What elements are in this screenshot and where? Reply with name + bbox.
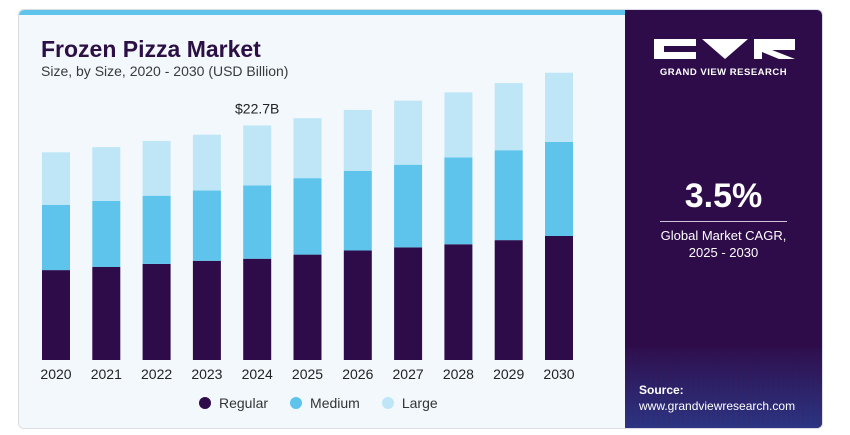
x-tick-label: 2028 [443,366,474,382]
bar-large-2030 [545,72,573,142]
legend-label-regular: Regular [219,395,269,411]
bar-large-2025 [293,118,322,179]
x-tick-label: 2020 [40,366,71,382]
legend-item-large: Large [381,395,438,411]
cagr-value: 3.5% [684,177,763,215]
bar-medium-2022 [142,195,171,264]
source-band [625,348,822,428]
legend-label-medium: Medium [310,395,360,411]
infographic-card: Frozen Pizza Market Size, by Size, 2020 … [18,9,823,429]
bar-large-2026 [343,109,372,171]
x-tick-label: 2024 [242,366,273,382]
cagr-label: Global Market CAGR, 2025 - 2030 [660,228,787,260]
bar-regular-2023 [192,260,221,360]
bar-regular-2025 [293,254,322,360]
x-tick-label: 2023 [191,366,222,382]
bar-large-2021 [92,147,121,201]
sidebar-panel: GRAND VIEW RESEARCH 3.5% Global Market C… [625,10,822,428]
legend-swatch-medium [290,397,303,409]
x-tick-label: 2026 [342,366,373,382]
legend-swatch-regular [199,397,211,409]
source-title: Source: [639,383,684,397]
bar-medium-2028 [444,157,473,245]
bar-large-2023 [192,134,221,191]
legend-item-medium: Medium [290,395,360,411]
bar-large-2028 [444,92,473,158]
bar-large-2020 [42,152,70,205]
bar-regular-2029 [494,240,523,360]
x-tick-label: 2025 [292,366,323,382]
bar-medium-2023 [192,190,221,261]
legend-label-large: Large [401,395,438,411]
bar-large-2024 [243,125,272,186]
bar-regular-2020 [42,270,70,360]
bar-regular-2021 [92,267,121,360]
legend-swatch-large [381,397,394,409]
bar-large-2029 [494,83,523,151]
bar-regular-2028 [444,244,473,360]
bar-medium-2029 [494,150,523,241]
source-link[interactable]: www.grandviewresearch.com [639,399,796,413]
stacked-bar-chart: 2020 2021 2022 2023 2024 2025 2026 2027 2028 2029… [40,72,575,382]
x-tick-label: 2021 [91,366,122,382]
bar-medium-2026 [343,170,372,251]
x-tick-label: 2030 [543,366,574,382]
bar-regular-2024 [243,258,272,360]
bar-medium-2021 [92,200,121,267]
cagr-divider [660,221,787,222]
accent-bar [19,10,625,15]
bar-regular-2030 [545,236,573,360]
chart-legend: Regular Medium Large [199,395,438,411]
x-tick-label: 2022 [141,366,172,382]
bar-medium-2025 [293,178,322,255]
gvr-logo-icon [654,39,795,59]
chart-title: Frozen Pizza Market [41,36,261,62]
bar-regular-2026 [343,250,372,360]
bar-large-2027 [394,100,423,165]
x-tick-label: 2029 [493,366,524,382]
bar-medium-2024 [243,185,272,259]
bar-medium-2027 [394,164,423,248]
bar-regular-2022 [142,263,171,360]
bar-regular-2027 [394,247,423,360]
bar-annotation-label: $22.7B [235,100,279,116]
chart-subtitle: Size, by Size, 2020 - 2030 (USD Billion) [41,63,289,79]
bar-medium-2020 [42,205,70,271]
bar-large-2022 [142,140,171,196]
brand-name: GRAND VIEW RESEARCH [659,67,788,78]
bar-medium-2030 [545,141,573,236]
x-tick-label: 2027 [393,366,424,382]
legend-item-regular: Regular [199,395,268,411]
